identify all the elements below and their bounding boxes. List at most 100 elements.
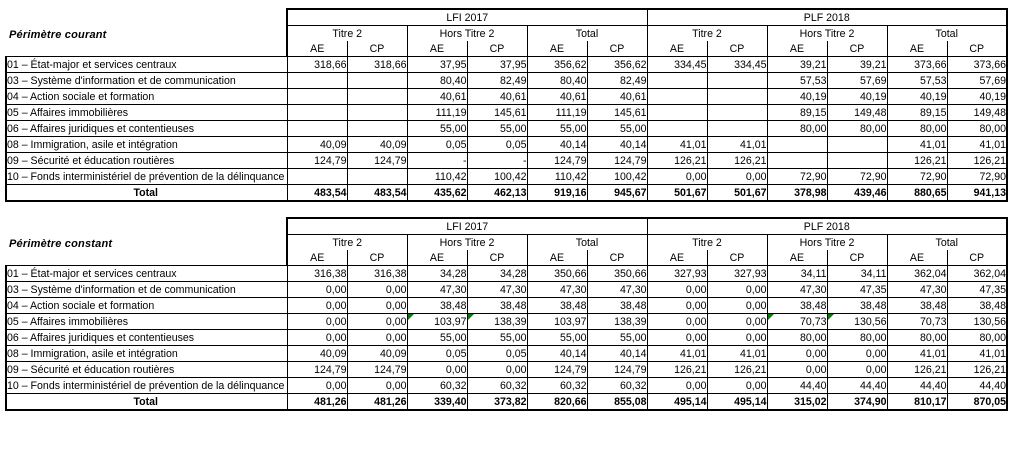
cell-value: 38,48: [499, 299, 527, 312]
cell-value: 0,00: [325, 315, 347, 328]
cell-value: 38,48: [979, 299, 1006, 312]
value-cell: 38,48: [526, 297, 588, 314]
cell-value: 100,42: [494, 170, 527, 183]
value-cell: 44,40: [886, 377, 948, 394]
row-label: 01 – État-major et services centraux: [5, 265, 288, 282]
value-cell: 0,05: [466, 345, 528, 362]
cell-value: 39,21: [799, 58, 827, 71]
value-cell: 39,21: [766, 56, 828, 73]
cell-value: 373,66: [973, 58, 1006, 71]
value-cell: 318,66: [286, 56, 348, 73]
row-label: 05 – Affaires immobilières: [5, 104, 288, 121]
value-cell: 0,00: [706, 281, 768, 298]
aecp-header: CP: [706, 41, 767, 57]
value-cell: 0,00: [286, 313, 348, 330]
value-cell: 130,56: [826, 313, 888, 330]
cell-value: 126,21: [674, 154, 707, 167]
value-cell: 124,79: [346, 152, 408, 169]
row-label: 04 – Action sociale et formation: [5, 88, 288, 105]
cell-value: 41,01: [679, 347, 707, 360]
cell-value: 124,79: [614, 154, 647, 167]
cell-value: 47,30: [559, 283, 587, 296]
value-cell: 47,35: [826, 281, 888, 298]
value-cell: 34,11: [826, 265, 888, 282]
value-cell: 362,04: [946, 265, 1008, 282]
value-cell: 37,95: [406, 56, 468, 73]
value-cell: 0,00: [766, 345, 828, 362]
value-cell: 60,32: [526, 377, 588, 394]
cell-value: 0,00: [745, 331, 767, 344]
value-cell: 316,38: [346, 265, 408, 282]
value-cell: 80,00: [886, 329, 948, 346]
value-cell: -: [406, 152, 468, 169]
aecp-header: AE: [886, 41, 947, 57]
cell-value: 495,14: [734, 395, 767, 408]
value-cell: 378,98: [766, 184, 828, 202]
value-cell: 70,73: [766, 313, 828, 330]
comment-flag-icon: [408, 314, 414, 320]
value-cell: 40,09: [286, 136, 348, 153]
value-cell: 40,14: [526, 136, 588, 153]
cell-value: 462,13: [494, 186, 527, 199]
title-group-header: Total: [886, 234, 1008, 250]
cell-value: 124,79: [554, 154, 587, 167]
cell-value: 38,48: [799, 299, 827, 312]
value-cell: 124,79: [286, 152, 348, 169]
row-label: 05 – Affaires immobilières: [5, 313, 288, 330]
value-cell: 373,66: [886, 56, 948, 73]
cell-value: 0,00: [745, 170, 767, 183]
cell-value: -: [462, 154, 467, 167]
value-cell: 0,00: [706, 297, 768, 314]
cell-value: 0,00: [325, 283, 347, 296]
aecp-header: CP: [586, 41, 647, 57]
value-cell: 47,30: [466, 281, 528, 298]
value-cell: 124,79: [586, 152, 648, 169]
table-row: 03 – Système d'information et de communi…: [5, 281, 1008, 298]
year-group-header: LFI 2017: [286, 217, 647, 235]
value-cell: 60,32: [466, 377, 528, 394]
value-cell: 38,48: [826, 297, 888, 314]
cell-value: 57,69: [979, 74, 1006, 87]
cell-value: 40,09: [319, 138, 347, 151]
value-cell: 0,00: [826, 361, 888, 378]
value-cell: 55,00: [466, 329, 528, 346]
cell-value: 870,05: [973, 395, 1006, 408]
value-cell: 124,79: [286, 361, 348, 378]
cell-value: 82,49: [499, 74, 527, 87]
aecp-header: AE: [526, 250, 587, 266]
aecp-header: CP: [346, 41, 407, 57]
cell-value: 0,00: [865, 363, 887, 376]
value-cell: 47,30: [766, 281, 828, 298]
cell-value: 40,19: [979, 90, 1006, 103]
value-cell: 72,90: [826, 168, 888, 185]
cell-value: 70,73: [799, 315, 827, 328]
value-cell: 126,21: [946, 152, 1008, 169]
value-cell: 47,30: [886, 281, 948, 298]
value-cell: 483,54: [286, 184, 348, 202]
cell-value: 82,49: [619, 74, 647, 87]
value-cell: 0,00: [706, 377, 768, 394]
title-group-header: Titre 2: [646, 25, 767, 41]
cell-value: 47,35: [979, 283, 1006, 296]
value-cell: 40,09: [286, 345, 348, 362]
row-label: 09 – Sécurité et éducation routières: [5, 152, 288, 169]
cell-value: 80,00: [919, 331, 947, 344]
cell-value: 41,01: [739, 347, 767, 360]
value-cell: 44,40: [766, 377, 828, 394]
value-cell: 350,66: [586, 265, 648, 282]
value-cell: 41,01: [646, 345, 708, 362]
aecp-header: CP: [946, 41, 1008, 57]
value-cell: 89,15: [766, 104, 828, 121]
cell-value: 47,30: [919, 283, 947, 296]
cell-value: 57,53: [799, 74, 827, 87]
value-cell: 60,32: [406, 377, 468, 394]
value-cell: 0,00: [646, 297, 708, 314]
value-cell: [706, 72, 768, 89]
value-cell: 80,40: [526, 72, 588, 89]
table-row: 01 – État-major et services centraux 318,…: [5, 56, 1008, 73]
cell-value: 40,61: [619, 90, 647, 103]
cell-value: 0,00: [745, 283, 767, 296]
cell-value: 80,00: [859, 122, 887, 135]
cell-value: 138,39: [494, 315, 527, 328]
cell-value: 34,11: [860, 267, 887, 280]
